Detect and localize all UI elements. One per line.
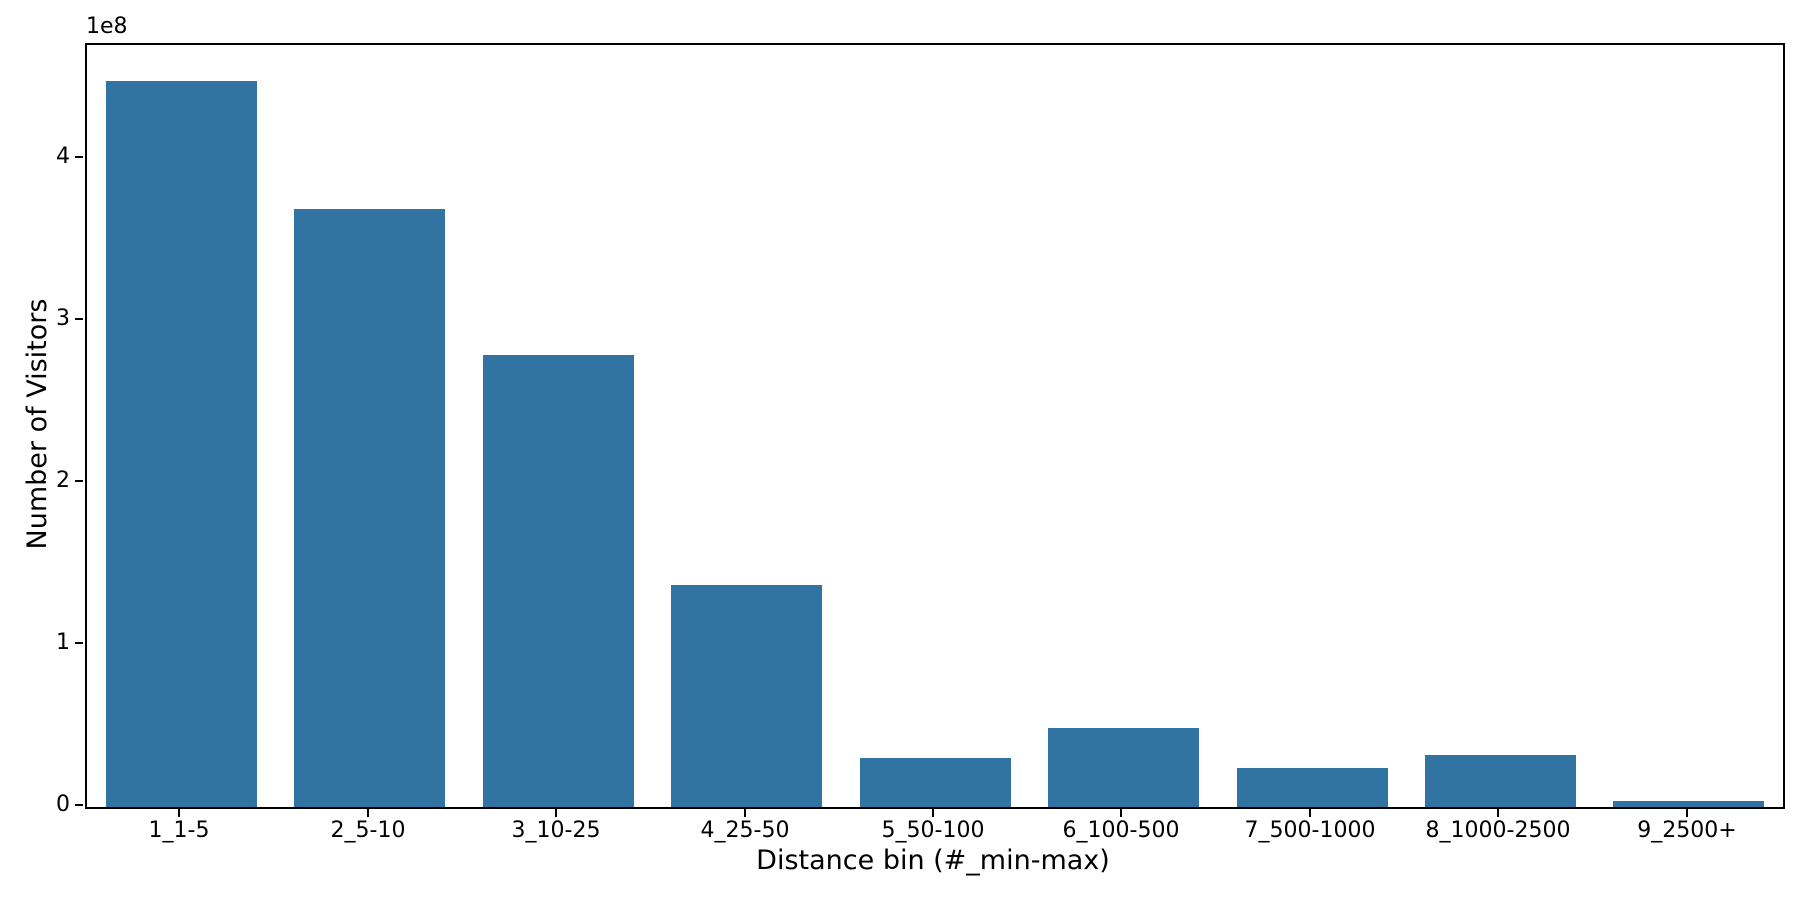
bar-4_25-50: [671, 585, 822, 807]
x-tick-mark: [1120, 809, 1122, 817]
y-axis-offset-text: 1e8: [86, 14, 128, 39]
y-tick-mark: [75, 642, 83, 644]
plot-area: [85, 43, 1785, 809]
x-tick-label: 8_1000-2500: [1425, 818, 1571, 843]
x-tick-label: 1_1-5: [148, 818, 210, 843]
x-tick-label: 3_10-25: [511, 818, 601, 843]
bar-1_1-5: [106, 81, 257, 807]
x-tick-label: 2_5-10: [330, 818, 406, 843]
bar-3_10-25: [483, 355, 634, 807]
x-tick-mark: [367, 809, 369, 817]
y-tick-mark: [75, 804, 83, 806]
x-tick-mark: [1686, 809, 1688, 817]
x-tick-label: 4_25-50: [700, 818, 790, 843]
y-tick-label: 4: [56, 144, 70, 169]
x-tick-label: 5_50-100: [881, 818, 985, 843]
x-axis-title: Distance bin (#_min-max): [756, 845, 1110, 876]
bar-8_1000-2500: [1425, 755, 1576, 807]
x-tick-mark: [1497, 809, 1499, 817]
y-tick-label: 2: [56, 468, 70, 493]
bar-2_5-10: [294, 209, 445, 807]
x-tick-mark: [555, 809, 557, 817]
bar-5_50-100: [860, 758, 1011, 807]
bar-7_500-1000: [1237, 768, 1388, 807]
bar-6_100-500: [1048, 728, 1199, 807]
y-tick-mark: [75, 318, 83, 320]
x-tick-label: 9_2500+: [1637, 818, 1737, 843]
y-tick-label: 0: [56, 792, 70, 817]
bars-layer: [87, 45, 1783, 807]
x-tick-mark: [932, 809, 934, 817]
x-tick-label: 7_500-1000: [1244, 818, 1376, 843]
y-tick-label: 3: [56, 306, 70, 331]
y-tick-mark: [75, 480, 83, 482]
x-tick-mark: [744, 809, 746, 817]
y-tick-mark: [75, 156, 83, 158]
y-axis-title: Number of Visitors: [21, 298, 53, 550]
bar-9_2500+: [1613, 801, 1764, 807]
x-tick-label: 6_100-500: [1062, 818, 1180, 843]
y-tick-label: 1: [56, 630, 70, 655]
x-tick-mark: [1309, 809, 1311, 817]
x-tick-mark: [178, 809, 180, 817]
